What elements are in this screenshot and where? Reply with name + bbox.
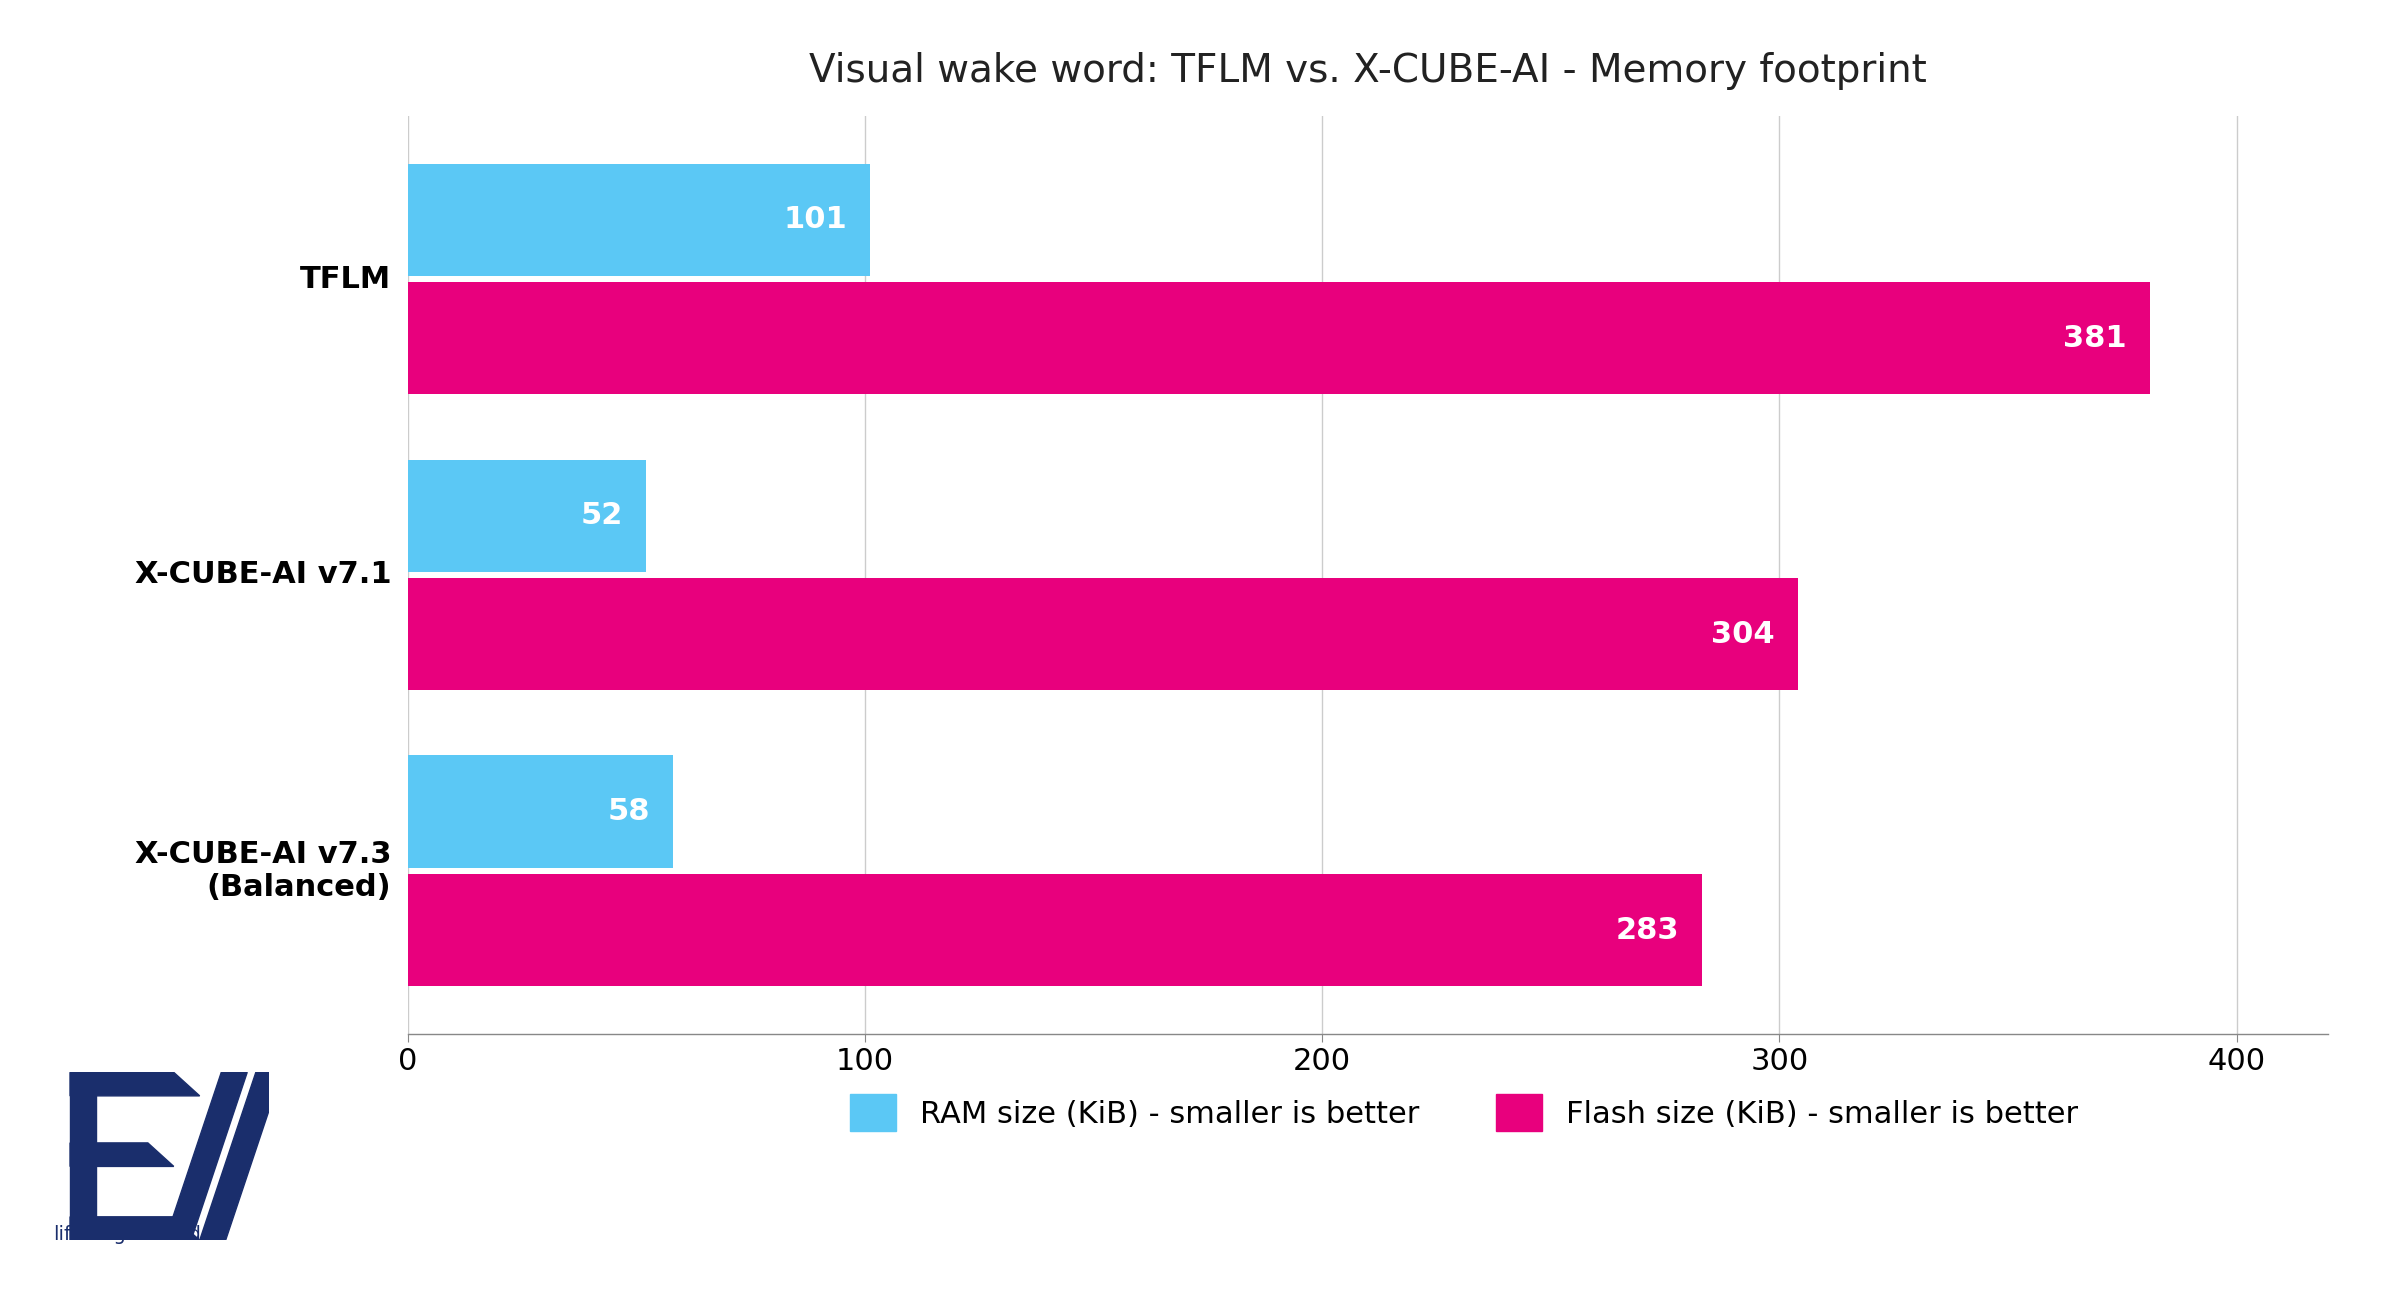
Bar [408, 164, 869, 276]
Polygon shape [70, 1143, 173, 1167]
Polygon shape [199, 1072, 281, 1240]
Polygon shape [70, 1072, 96, 1240]
Text: 101: 101 [782, 205, 847, 234]
Bar [408, 282, 2150, 394]
Polygon shape [70, 1217, 199, 1240]
Text: 283: 283 [1615, 916, 1680, 944]
Title: Visual wake word: TFLM vs. X-CUBE-AI - Memory footprint: Visual wake word: TFLM vs. X-CUBE-AI - M… [809, 52, 1927, 89]
Text: 304: 304 [1711, 620, 1776, 649]
Bar [408, 756, 672, 868]
Text: 58: 58 [607, 797, 650, 826]
Legend: RAM size (KiB) - smaller is better, Flash size (KiB) - smaller is better: RAM size (KiB) - smaller is better, Flas… [835, 1079, 2093, 1147]
Polygon shape [166, 1072, 247, 1240]
Bar [408, 873, 1702, 986]
Text: life.augmented: life.augmented [53, 1225, 202, 1244]
Bar [408, 460, 646, 572]
Text: 52: 52 [581, 501, 624, 530]
Text: 381: 381 [2064, 324, 2126, 353]
Polygon shape [70, 1072, 199, 1096]
Bar [408, 578, 1798, 690]
